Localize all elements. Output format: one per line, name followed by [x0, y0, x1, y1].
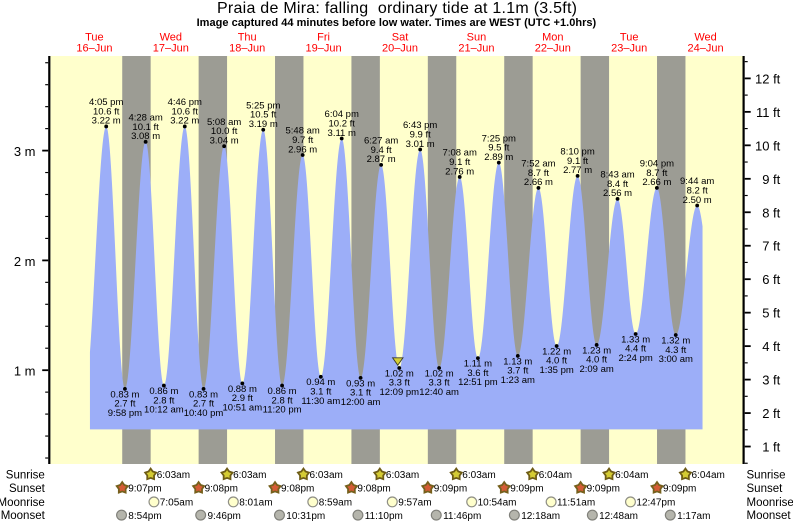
svg-text:17–Jun: 17–Jun: [153, 43, 189, 55]
svg-text:6:03am: 6:03am: [233, 470, 266, 481]
svg-text:Sunset: Sunset: [9, 483, 46, 495]
svg-text:9:08pm: 9:08pm: [205, 484, 238, 495]
svg-text:2 m: 2 m: [14, 254, 36, 269]
svg-text:16–Jun: 16–Jun: [76, 43, 112, 55]
svg-text:9:08pm: 9:08pm: [281, 484, 314, 495]
svg-text:10:31pm: 10:31pm: [286, 511, 325, 522]
svg-text:6:04am: 6:04am: [539, 470, 572, 481]
svg-text:8:54pm: 8:54pm: [128, 511, 161, 522]
svg-text:2 ft: 2 ft: [762, 406, 780, 421]
svg-text:1 ft: 1 ft: [762, 440, 780, 455]
svg-text:3 ft: 3 ft: [762, 373, 780, 388]
svg-text:11 ft: 11 ft: [756, 105, 781, 120]
svg-text:11:30 am: 11:30 am: [301, 396, 340, 407]
svg-text:Sunrise: Sunrise: [747, 469, 786, 481]
svg-text:24–Jun: 24–Jun: [688, 43, 724, 55]
svg-text:8:59am: 8:59am: [319, 498, 352, 509]
svg-text:21–Jun: 21–Jun: [458, 43, 494, 55]
svg-text:9:09pm: 9:09pm: [663, 484, 696, 495]
svg-text:19–Jun: 19–Jun: [306, 43, 342, 55]
svg-text:10 ft: 10 ft: [755, 138, 781, 153]
svg-text:12:51 pm: 12:51 pm: [458, 377, 498, 388]
svg-text:12:40 am: 12:40 am: [419, 387, 459, 398]
svg-text:Sunset: Sunset: [747, 483, 784, 495]
svg-text:10:12 am: 10:12 am: [144, 405, 184, 416]
svg-text:Moonrise: Moonrise: [747, 497, 793, 509]
svg-text:8 ft: 8 ft: [762, 205, 780, 220]
svg-text:1:17am: 1:17am: [677, 511, 710, 522]
svg-text:9 ft: 9 ft: [762, 172, 780, 187]
svg-text:12:18am: 12:18am: [521, 511, 560, 522]
svg-text:11:10pm: 11:10pm: [365, 511, 403, 522]
svg-text:4 ft: 4 ft: [762, 339, 780, 354]
svg-text:6:04am: 6:04am: [615, 470, 648, 481]
svg-text:6:03am: 6:03am: [386, 470, 419, 481]
svg-text:12 ft: 12 ft: [755, 71, 781, 86]
svg-text:1:23 am: 1:23 am: [501, 375, 535, 386]
svg-text:6 ft: 6 ft: [762, 272, 780, 287]
svg-text:11:46pm: 11:46pm: [443, 511, 481, 522]
svg-text:9:57am: 9:57am: [398, 498, 431, 509]
svg-text:9:09pm: 9:09pm: [510, 484, 543, 495]
svg-text:1:35 pm: 1:35 pm: [539, 365, 573, 376]
svg-text:7:05am: 7:05am: [160, 498, 193, 509]
svg-text:11:51am: 11:51am: [557, 498, 595, 509]
svg-text:10:54am: 10:54am: [478, 498, 517, 509]
svg-text:6:03am: 6:03am: [310, 470, 343, 481]
svg-text:6:04am: 6:04am: [692, 470, 725, 481]
svg-text:12:09 pm: 12:09 pm: [379, 387, 419, 398]
svg-text:Praia de Mira: falling ordina: Praia de Mira: falling ordinary tide at …: [217, 0, 577, 17]
svg-text:Moonset: Moonset: [1, 510, 46, 522]
svg-text:9:46pm: 9:46pm: [208, 511, 241, 522]
svg-text:3:00 am: 3:00 am: [659, 354, 693, 365]
svg-text:7 ft: 7 ft: [762, 239, 780, 254]
svg-text:2:24 pm: 2:24 pm: [618, 353, 652, 364]
svg-text:22–Jun: 22–Jun: [535, 43, 571, 55]
svg-text:11:20 pm: 11:20 pm: [263, 405, 302, 416]
svg-text:18–Jun: 18–Jun: [229, 43, 265, 55]
svg-text:8:01am: 8:01am: [239, 498, 272, 509]
svg-text:9:09pm: 9:09pm: [434, 484, 467, 495]
svg-text:6:03am: 6:03am: [157, 470, 190, 481]
svg-text:9:08pm: 9:08pm: [357, 484, 390, 495]
svg-text:6:03am: 6:03am: [462, 470, 495, 481]
svg-text:Moonset: Moonset: [747, 510, 792, 522]
svg-text:12:00 am: 12:00 am: [341, 397, 381, 408]
svg-text:Sunrise: Sunrise: [6, 469, 45, 481]
svg-text:9:07pm: 9:07pm: [128, 484, 161, 495]
svg-text:1 m: 1 m: [14, 364, 36, 379]
svg-text:Image captured 44 minutes befo: Image captured 44 minutes before low wat…: [197, 17, 597, 29]
svg-text:23–Jun: 23–Jun: [611, 43, 647, 55]
svg-text:5 ft: 5 ft: [762, 306, 780, 321]
svg-text:9:58 pm: 9:58 pm: [108, 408, 142, 419]
svg-text:20–Jun: 20–Jun: [382, 43, 418, 55]
svg-text:10:40 pm: 10:40 pm: [184, 408, 224, 419]
svg-text:9:09pm: 9:09pm: [587, 484, 620, 495]
svg-text:2:09 am: 2:09 am: [579, 364, 613, 375]
svg-text:12:48am: 12:48am: [599, 511, 638, 522]
svg-text:Moonrise: Moonrise: [0, 497, 45, 509]
svg-text:3 m: 3 m: [14, 144, 36, 159]
svg-text:10:51 am: 10:51 am: [223, 402, 263, 413]
svg-text:12:47pm: 12:47pm: [636, 498, 675, 509]
